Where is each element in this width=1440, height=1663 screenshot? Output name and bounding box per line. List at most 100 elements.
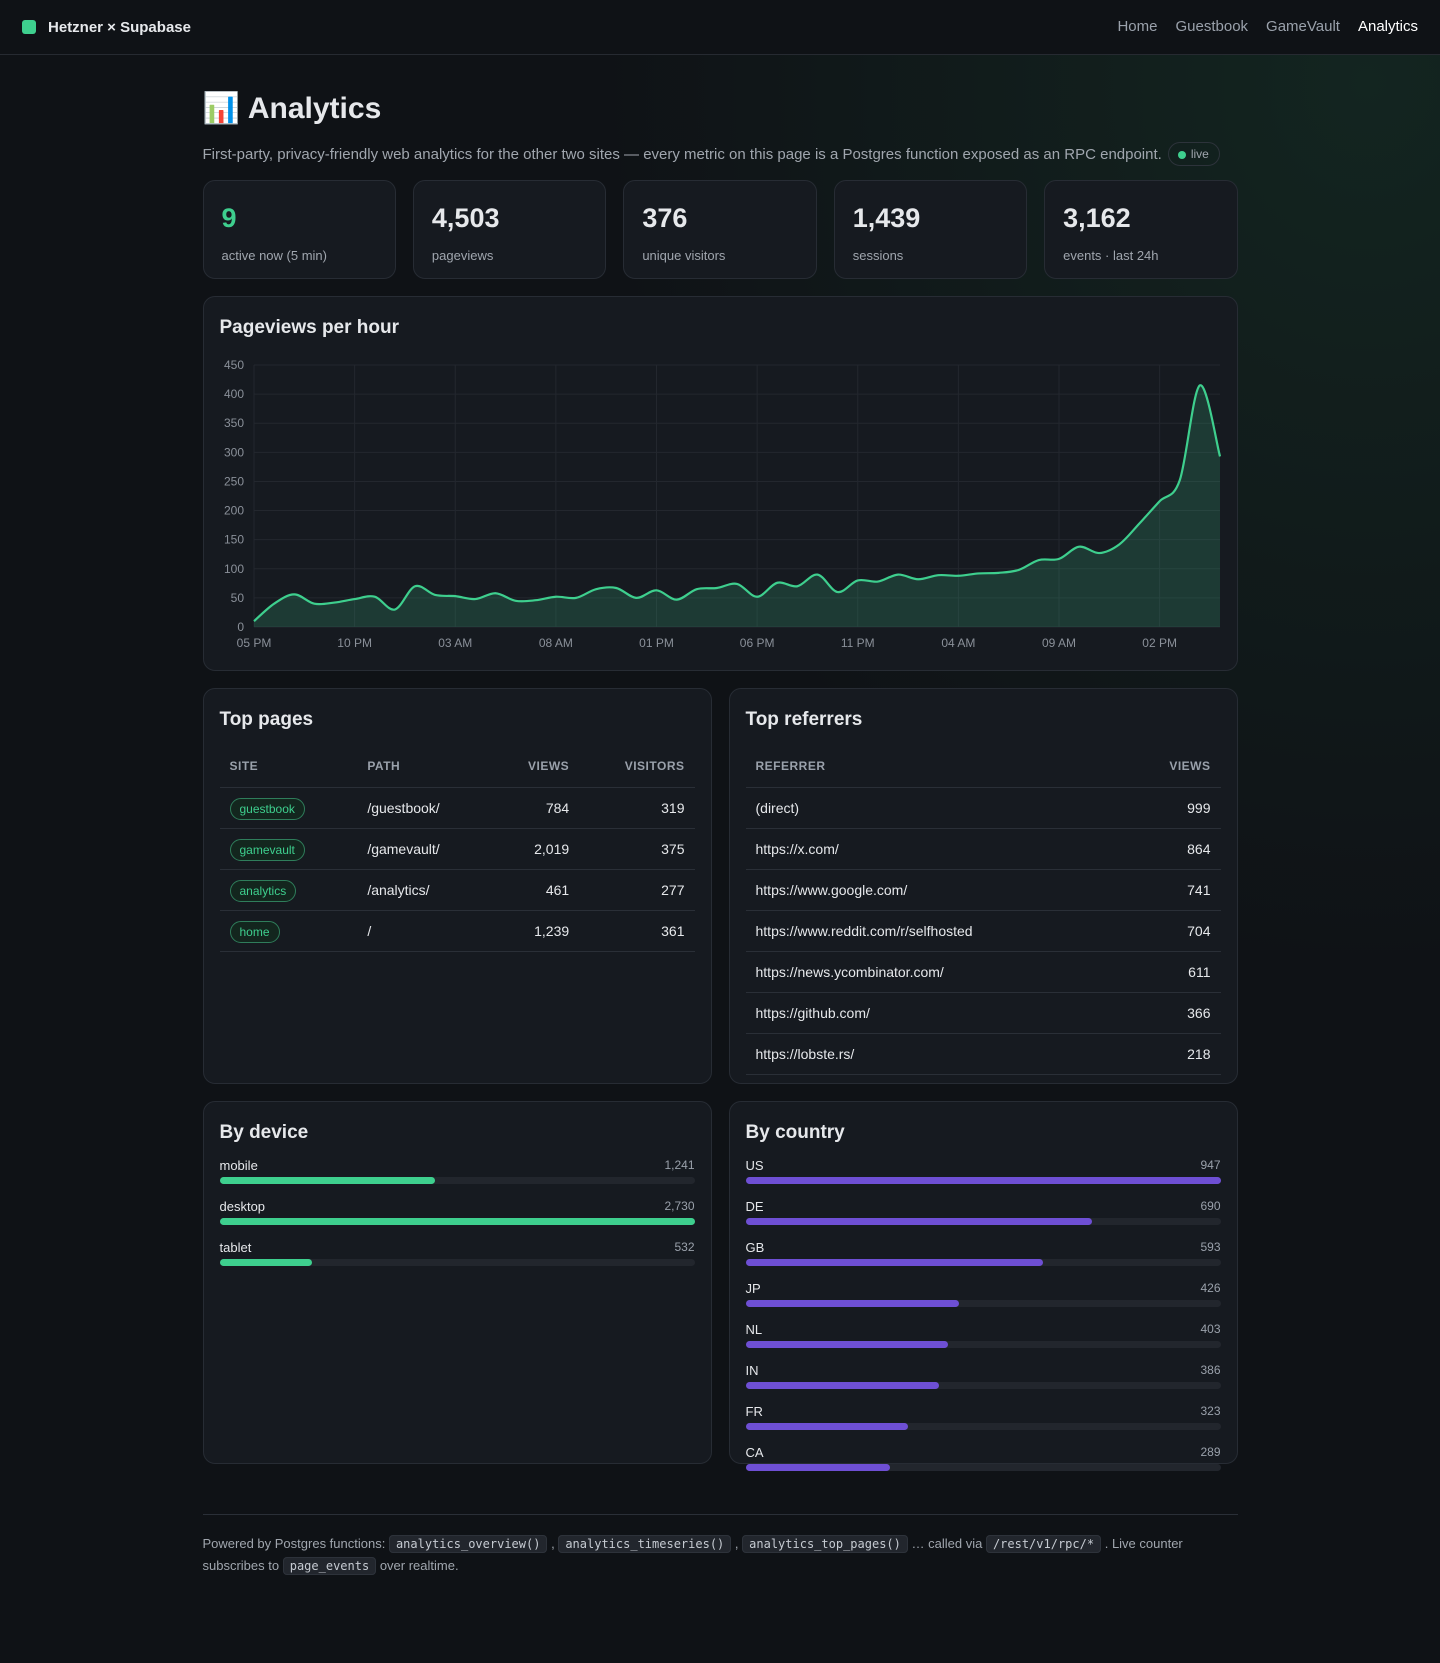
cell: 366 xyxy=(1123,992,1221,1034)
by-device: By device mobile 1,241 desktop 2,730 tablet 53… xyxy=(202,1101,712,1464)
y-tick-label: 250 xyxy=(223,474,243,488)
site-pill: analytics xyxy=(229,880,297,902)
cell: 704 xyxy=(1123,910,1221,952)
bar-value: 426 xyxy=(1200,1281,1221,1295)
bar-item: GB 593 xyxy=(745,1240,1221,1266)
y-tick-label: 200 xyxy=(223,504,243,518)
footer-text: over realtime. xyxy=(379,1558,459,1573)
cell: analytics xyxy=(219,869,358,911)
cell: 319 xyxy=(579,787,695,829)
bar-label: tablet xyxy=(219,1240,252,1255)
title-text: Analytics xyxy=(247,91,382,125)
card-title: Top referrers xyxy=(745,709,863,730)
bar-label: GB xyxy=(745,1240,765,1255)
bar-value: 947 xyxy=(1200,1158,1221,1172)
bar-label: CA xyxy=(745,1445,764,1460)
stat-label: active now (5 min) xyxy=(221,248,327,263)
bar-label: DE xyxy=(745,1199,764,1214)
cell: https://www.reddit.com/r/selfhosted xyxy=(745,910,1124,952)
bar-item: CA 289 xyxy=(745,1445,1221,1471)
footer-text: , xyxy=(734,1536,739,1551)
chart-card: Pageviews per hour 0 50 100 150 200 250 300 350… xyxy=(202,296,1238,671)
x-tick-label: 03 AM xyxy=(438,636,472,650)
footer-text: … called via xyxy=(911,1536,983,1551)
code: page_events xyxy=(282,1557,377,1575)
card-title: By country xyxy=(745,1122,845,1143)
bar-track xyxy=(745,1300,1221,1307)
nav-link[interactable]: Home xyxy=(1117,18,1158,35)
cell: gamevault xyxy=(219,828,358,870)
bar-value: 403 xyxy=(1200,1322,1221,1336)
cell: https://www.google.com/ xyxy=(745,869,1124,911)
cell: 2,019 xyxy=(490,828,580,870)
table-row: https://github.com/366 xyxy=(745,992,1221,1034)
nav-link[interactable]: Analytics xyxy=(1357,18,1418,35)
cell: /analytics/ xyxy=(357,869,491,911)
cell: 611 xyxy=(1123,951,1221,993)
table-row: https://www.reddit.com/r/selfhosted 704 xyxy=(745,910,1221,952)
stats: 9 active now (5 min) 4,503 pageviews 376 uniq… xyxy=(202,180,1238,279)
brand-name: Hetzner × Supabase xyxy=(48,18,191,36)
bar-header: NL 403 xyxy=(746,1322,1221,1337)
x-tick-label: 04 AM xyxy=(941,636,975,650)
bar-track xyxy=(745,1177,1221,1184)
cell: 741 xyxy=(1123,869,1221,911)
cell: 1,239 xyxy=(490,910,580,952)
table-body: guestbook/guestbook/784 319 gamevault/game… xyxy=(219,787,695,952)
bar-value: 289 xyxy=(1200,1445,1221,1459)
bar-header: desktop 2,730 xyxy=(220,1199,695,1214)
bar-header: CA 289 xyxy=(746,1445,1221,1460)
stat-label: pageviews xyxy=(431,248,494,263)
cell: 999 xyxy=(1123,787,1221,829)
stat-card: 1,439 sessions xyxy=(833,180,1028,279)
stat-value: 9 xyxy=(221,203,237,233)
column-header: PATH xyxy=(357,745,491,788)
bar-track xyxy=(745,1423,1221,1430)
y-tick-label: 300 xyxy=(223,445,243,459)
code: analytics_top_pages() xyxy=(742,1535,908,1553)
bar-label: mobile xyxy=(219,1158,258,1173)
cell: https://x.com/ xyxy=(745,828,1124,870)
x-tick-label: 09 AM xyxy=(1041,636,1075,650)
table: SITE PATH VIEWS VISITORS guestbook/guestbook… xyxy=(219,745,695,952)
bar-item: JP 426 xyxy=(745,1281,1221,1307)
x-tick-label: 05 PM xyxy=(236,636,271,650)
footer-text: . Live counter subscribes to xyxy=(202,1536,1183,1573)
stat-value: 376 xyxy=(642,203,688,233)
site-pill: gamevault xyxy=(229,839,305,861)
bar-label: IN xyxy=(745,1363,759,1378)
top-referrers: Top referrers REFERRER VIEWS (direct) 999 htt… xyxy=(728,688,1238,1084)
by-country: By country US 947 DE 690 GB 593 JP 426 NL 403 IN 386… xyxy=(728,1101,1238,1471)
bar xyxy=(745,1423,908,1430)
top-pages: Top pages SITE PATH VIEWS VISITORS guestbook /… xyxy=(202,688,712,1084)
stat-card: 3,162 events · last 24h xyxy=(1044,180,1238,279)
nav-link[interactable]: Guestbook xyxy=(1175,18,1249,35)
nav-link[interactable]: GameVault xyxy=(1266,18,1340,35)
footer: Powered by Postgres functions: analytics… xyxy=(202,1514,1238,1577)
stat-label: events · last 24h xyxy=(1063,248,1159,263)
bar-label: desktop xyxy=(219,1199,266,1214)
card-title: By device xyxy=(219,1122,309,1143)
bar xyxy=(745,1218,1092,1225)
bar-track xyxy=(219,1259,695,1266)
bar xyxy=(745,1464,891,1471)
column-header: VISITORS xyxy=(579,745,695,788)
bar xyxy=(745,1259,1043,1266)
bar xyxy=(219,1218,695,1225)
table-row: guestbook/guestbook/784 319 xyxy=(219,787,695,829)
column-header: VIEWS xyxy=(1123,745,1221,788)
bar-track xyxy=(745,1464,1221,1471)
bar-header: GB 593 xyxy=(746,1240,1221,1255)
bar xyxy=(745,1382,940,1389)
bar-header: US 947 xyxy=(746,1158,1221,1173)
code: analytics_overview() xyxy=(388,1535,548,1553)
header-row: REFERRER VIEWS xyxy=(745,745,1221,788)
table-row: home /1,239 361 xyxy=(219,910,695,952)
stat-card: 376 unique visitors xyxy=(623,180,817,279)
table-row: (direct) 999 xyxy=(745,787,1221,829)
code: /rest/v1/rpc/* xyxy=(985,1535,1102,1553)
area xyxy=(253,385,1220,627)
cell: home xyxy=(219,910,358,952)
table-row: gamevault/gamevault/2,019 375 xyxy=(219,828,695,870)
